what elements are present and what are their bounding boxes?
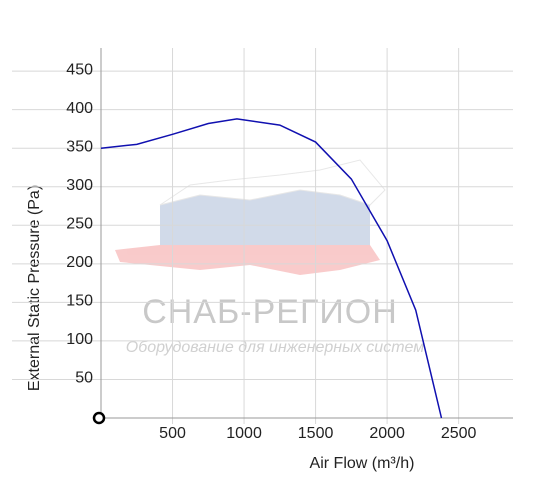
- x-tick-label: 2500: [441, 425, 477, 442]
- y-tick-label: 350: [66, 138, 93, 155]
- y-tick-label: 200: [66, 254, 93, 271]
- x-axis-label: Air Flow (m³/h): [310, 455, 415, 472]
- y-tick-label: 50: [75, 370, 93, 387]
- watermark-map: [115, 159, 386, 275]
- y-tick-label: 450: [66, 61, 93, 78]
- y-tick-label: 400: [66, 100, 93, 117]
- x-tick-label: 1500: [298, 425, 334, 442]
- origin-marker: [92, 411, 106, 425]
- x-tick-label: 1000: [226, 425, 262, 442]
- curve: [100, 118, 443, 419]
- x-tick-label: 500: [159, 425, 186, 442]
- watermark: СНАБ-РЕГИОН: [142, 293, 398, 331]
- y-axis-label: External Static Pressure (Pa): [26, 185, 43, 391]
- y-tick-label: 100: [66, 331, 93, 348]
- y-tick-label: 250: [66, 216, 93, 233]
- y-tick-label: 300: [66, 177, 93, 194]
- x-tick-label: 2000: [369, 425, 405, 442]
- watermark-subtitle: Оборудование для инженерных систем: [126, 339, 424, 356]
- y-tick-label: 150: [66, 293, 93, 310]
